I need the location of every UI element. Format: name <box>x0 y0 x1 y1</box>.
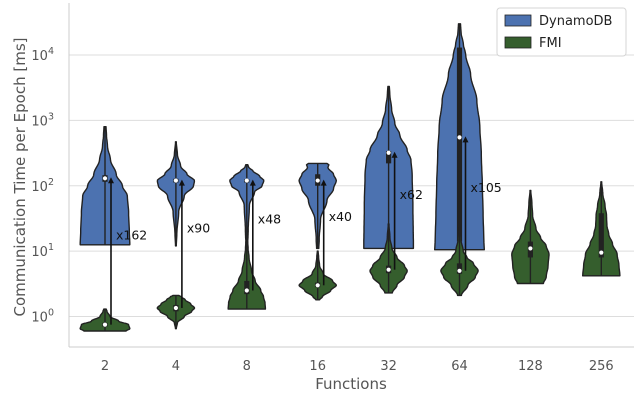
violin-iqr-box <box>244 280 250 295</box>
violin-median-dot <box>102 176 108 181</box>
violin-fmi-64 <box>440 223 479 297</box>
speedup-arrow-head <box>249 179 256 186</box>
violin-fmi-32 <box>369 223 408 294</box>
speedup-arrow-head <box>462 136 469 143</box>
violin-median-dot <box>528 246 533 251</box>
violin-median-dot <box>457 135 462 140</box>
x-tick-label: 8 <box>243 359 251 374</box>
violin-median-dot <box>102 322 108 327</box>
legend: DynamoDB FMI <box>496 7 627 57</box>
violin-dynamodb-4 <box>156 141 196 247</box>
violin-dynamodb-2 <box>79 126 131 246</box>
speedup-annotation-4: x90 <box>178 179 210 308</box>
axes <box>68 3 634 348</box>
violin-median-dot <box>173 178 178 183</box>
violin-fmi-128 <box>511 189 550 285</box>
speedup-annotation-8: x48 <box>249 179 281 291</box>
x-tick-label: 128 <box>518 359 543 374</box>
violin-median-dot <box>386 267 391 272</box>
x-tick-labels: 2 4 8 16 32 64 128 256 <box>101 359 614 374</box>
violin-fmi-2 <box>79 308 131 332</box>
violin-dynamodb-64 <box>434 23 485 251</box>
x-tick-label: 256 <box>589 359 614 374</box>
y-tick-label: 102 <box>31 177 54 195</box>
violin-median-dot <box>599 250 604 255</box>
speedup-label: x40 <box>329 209 352 224</box>
violin-fmi-8 <box>227 240 267 310</box>
legend-swatch-dynamodb <box>504 14 532 27</box>
speedup-arrow-head <box>391 151 398 158</box>
speedup-annotations: x162 x90 x48 x40 x62 x105 <box>108 136 502 325</box>
violin-iqr-box <box>456 47 463 242</box>
violin-fmi-256 <box>582 181 621 277</box>
violin-median-dot <box>244 288 249 293</box>
violin-iqr-box <box>456 263 463 274</box>
violin-median-dot <box>315 178 320 183</box>
x-tick-label: 16 <box>309 359 326 374</box>
violin-iqr-box <box>598 213 604 258</box>
y-tick-label: 103 <box>31 111 54 129</box>
x-axis-label: Functions <box>315 375 387 393</box>
speedup-arrow-head <box>178 179 185 186</box>
violin-median-dot <box>244 178 249 183</box>
speedup-arrow-head <box>108 177 114 184</box>
speedup-label: x48 <box>258 212 281 227</box>
speedup-annotation-32: x62 <box>391 151 423 270</box>
violin-fmi-16 <box>298 250 337 301</box>
speedup-label: x62 <box>400 187 423 202</box>
x-tick-label: 32 <box>380 359 397 374</box>
legend-label-dynamodb: DynamoDB <box>539 14 612 29</box>
speedup-label: x105 <box>471 180 502 195</box>
x-tick-label: 4 <box>172 359 180 374</box>
legend-swatch-fmi <box>504 36 532 49</box>
speedup-annotation-2: x162 <box>108 177 147 325</box>
y-tick-label: 101 <box>31 242 54 260</box>
violin-fmi-4 <box>156 294 196 330</box>
y-tick-labels: 100 101 102 103 104 <box>31 46 54 326</box>
speedup-arrow-head <box>320 179 327 186</box>
violin-median-dot <box>315 283 320 288</box>
x-tick-label: 2 <box>101 359 109 374</box>
violin-dynamodb-8 <box>229 164 265 250</box>
y-axis-label: Communication Time per Epoch [ms] <box>11 38 29 317</box>
y-tick-label: 100 <box>31 308 54 326</box>
violin-median-dot <box>386 150 391 155</box>
violin-dynamodb-16 <box>298 162 337 250</box>
speedup-annotation-16: x40 <box>320 179 352 286</box>
y-tick-label: 104 <box>31 46 54 64</box>
violin-dynamodb-32 <box>363 85 415 250</box>
violin-median-dot <box>457 268 462 273</box>
speedup-annotation-64: x105 <box>462 136 502 271</box>
violins-layer <box>79 23 621 332</box>
x-tick-label: 64 <box>451 359 468 374</box>
legend-label-fmi: FMI <box>539 36 562 51</box>
speedup-label: x90 <box>187 220 210 235</box>
violin-iqr-box <box>386 151 392 164</box>
speedup-label: x162 <box>116 227 147 242</box>
violin-median-dot <box>173 305 178 311</box>
